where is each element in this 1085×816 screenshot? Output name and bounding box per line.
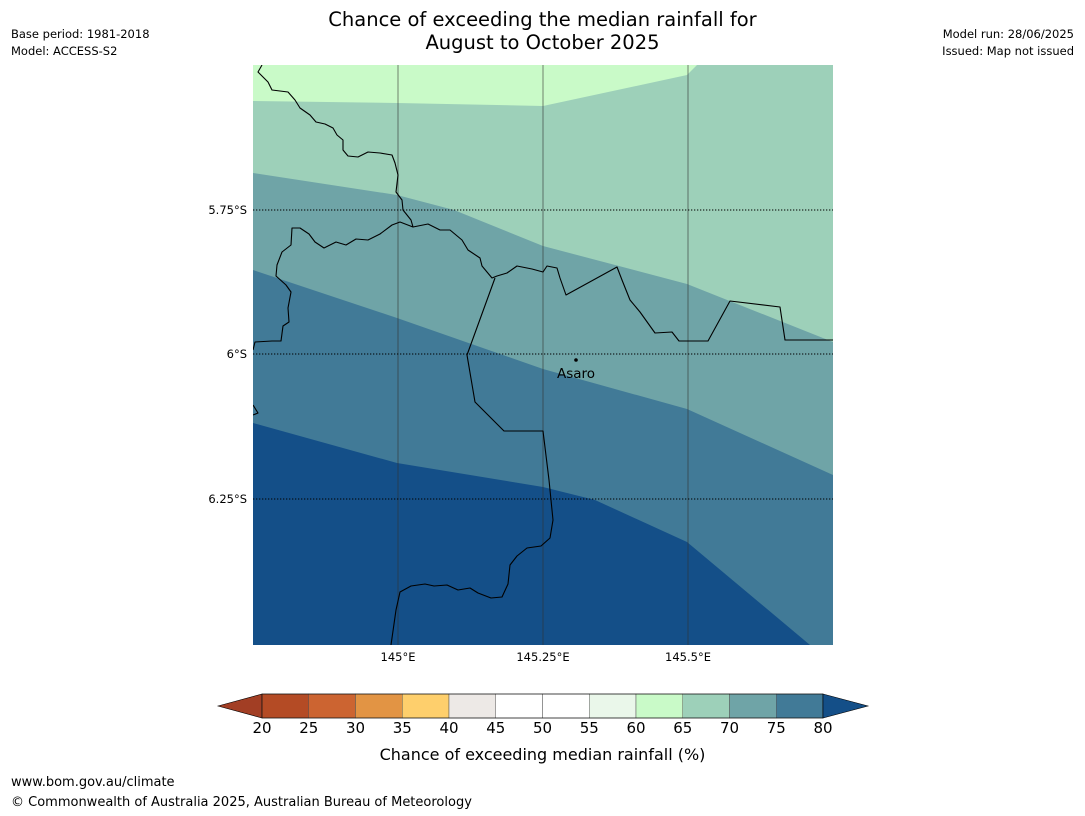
colorbar-extension-low bbox=[216, 693, 263, 719]
lon-label-145e: 145°E bbox=[380, 650, 416, 664]
colorbar-cell bbox=[308, 693, 356, 719]
colorbar-cell bbox=[729, 693, 777, 719]
colorbar-cell bbox=[355, 693, 403, 719]
map-title: Chance of exceeding the median rainfall … bbox=[0, 8, 1085, 54]
colorbar-cell bbox=[635, 693, 683, 719]
colorbar-tick-label: 40 bbox=[439, 719, 459, 737]
colorbar-cell bbox=[261, 693, 309, 719]
colorbar-cells bbox=[261, 693, 824, 719]
province-boundaries bbox=[253, 65, 833, 645]
colorbar-tick-label: 60 bbox=[626, 719, 646, 737]
colorbar-cell bbox=[682, 693, 730, 719]
colorbar bbox=[216, 693, 870, 719]
title-line-2: August to October 2025 bbox=[425, 31, 660, 54]
meta-left: Base period: 1981-2018 Model: ACCESS-S2 bbox=[11, 26, 150, 60]
colorbar-tick-label: 30 bbox=[345, 719, 366, 737]
colorbar-cell bbox=[495, 693, 543, 719]
lat-label-6-25s: 6.25°S bbox=[208, 492, 247, 506]
colorbar-cell bbox=[776, 693, 824, 719]
colorbar-cell bbox=[448, 693, 496, 719]
colorbar-cell bbox=[589, 693, 637, 719]
colorbar-tick-label: 35 bbox=[392, 719, 412, 737]
colorbar-tick-label: 45 bbox=[486, 719, 506, 737]
colorbar-tick-label: 50 bbox=[532, 719, 553, 737]
colorbar-tick-label: 75 bbox=[766, 719, 786, 737]
colorbar-tick-label: 20 bbox=[252, 719, 272, 737]
issued-text: Issued: Map not issued bbox=[942, 44, 1074, 58]
colorbar-tick-label: 80 bbox=[813, 719, 833, 737]
colorbar-cell bbox=[542, 693, 590, 719]
colorbar-extension-high bbox=[822, 693, 870, 719]
colorbar-tick-label: 65 bbox=[673, 719, 693, 737]
base-period-text: Base period: 1981-2018 bbox=[11, 27, 150, 41]
colorbar-cell bbox=[402, 693, 450, 719]
graticule bbox=[253, 65, 833, 645]
place-asaro[interactable]: Asaro bbox=[557, 358, 595, 382]
footer-copyright: © Commonwealth of Australia 2025, Austra… bbox=[11, 795, 472, 810]
map-panel[interactable]: Asaro bbox=[253, 65, 833, 645]
model-text: Model: ACCESS-S2 bbox=[11, 44, 118, 58]
lat-label-5-75s: 5.75°S bbox=[208, 203, 247, 217]
lon-label-145-25e: 145.25°E bbox=[516, 650, 570, 664]
colorbar-tick-label: 70 bbox=[719, 719, 740, 737]
asaro-label: Asaro bbox=[557, 366, 595, 382]
lat-label-6s: 6°S bbox=[226, 347, 247, 361]
footer-url[interactable]: www.bom.gov.au/climate bbox=[11, 775, 175, 790]
lon-label-145-5e: 145.5°E bbox=[665, 650, 711, 664]
colorbar-title: Chance of exceeding median rainfall (%) bbox=[379, 745, 706, 764]
model-run-text: Model run: 28/06/2025 bbox=[942, 27, 1074, 41]
asaro-marker-icon bbox=[574, 358, 578, 362]
meta-right: Model run: 28/06/2025 Issued: Map not is… bbox=[942, 26, 1074, 60]
colorbar-tick-label: 55 bbox=[579, 719, 599, 737]
zone-80-plus bbox=[253, 423, 810, 645]
colorbar-tick-label: 25 bbox=[299, 719, 319, 737]
title-line-1: Chance of exceeding the median rainfall … bbox=[328, 8, 757, 31]
